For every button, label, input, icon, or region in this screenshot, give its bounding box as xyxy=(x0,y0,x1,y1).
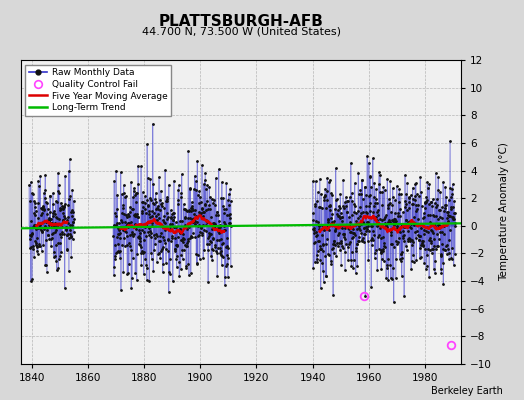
Legend: Raw Monthly Data, Quality Control Fail, Five Year Moving Average, Long-Term Tren: Raw Monthly Data, Quality Control Fail, … xyxy=(26,64,171,116)
Text: Berkeley Earth: Berkeley Earth xyxy=(431,386,503,396)
Text: PLATTSBURGH-AFB: PLATTSBURGH-AFB xyxy=(159,14,323,29)
Text: 44.700 N, 73.500 W (United States): 44.700 N, 73.500 W (United States) xyxy=(141,26,341,36)
Y-axis label: Temperature Anomaly (°C): Temperature Anomaly (°C) xyxy=(499,142,509,282)
